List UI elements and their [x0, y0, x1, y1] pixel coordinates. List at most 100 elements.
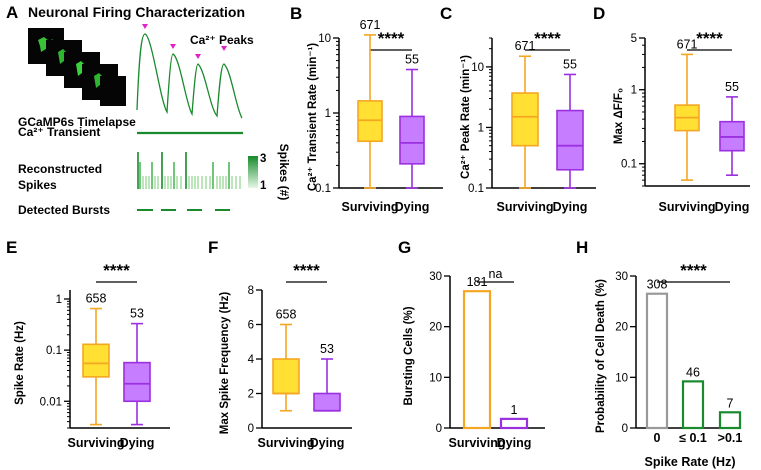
n-label: 671 — [677, 37, 698, 51]
panel-f: F 0 2 4 6 8 Max Spike Frequency (Hz) Surviving… — [208, 238, 352, 450]
n-label: 53 — [320, 342, 334, 356]
y-tick-label: 1 — [325, 108, 331, 120]
box-iqr — [82, 343, 110, 378]
peak-marker — [142, 24, 148, 29]
y-tick-label: 4 — [248, 354, 255, 366]
panel-g: G 0 10 20 30 Bursting Cells (%) SurvivingDyin… — [398, 238, 545, 450]
category-label: Dying — [310, 436, 345, 450]
panel-g-letter: G — [398, 238, 411, 257]
panel-d: D 0.1 1 5 Max ΔF/F₀ Surviving Dying ****671 55 — [593, 4, 750, 214]
n-label: 1 — [511, 403, 518, 417]
significance-label: **** — [378, 29, 405, 48]
ca-transient-label: Ca²⁺ Transient — [18, 125, 100, 139]
panel-e-letter: E — [6, 238, 17, 257]
calcium-trace — [136, 33, 243, 119]
category-label: Dying — [395, 200, 430, 214]
y-tick-label: 0.1 — [315, 183, 331, 195]
colorbar-label: Spikes (#) — [277, 144, 291, 201]
y-tick-label: 0.1 — [621, 159, 637, 171]
box-iqr — [272, 358, 300, 395]
timelapse-label: GCaMP6s Timelapse — [18, 115, 136, 129]
category-label: Surviving — [497, 200, 554, 214]
category-label: Surviving — [68, 436, 125, 450]
panel-a: A Neuronal Firing Characterization GCaMP… — [6, 3, 291, 217]
timelapse-stack — [28, 28, 126, 106]
category-label: Surviving — [659, 200, 716, 214]
n-label: 55 — [563, 57, 577, 71]
peak-marker — [195, 54, 201, 59]
n-label: 308 — [647, 278, 668, 292]
y-tick-label: 20 — [429, 322, 442, 334]
y-axis-label: Ca²⁺ Peak Rate (min⁻¹) — [460, 55, 472, 179]
y-tick-label: 0 — [248, 423, 254, 435]
bar — [499, 417, 529, 430]
y-tick-label: 6 — [248, 320, 254, 332]
panel-a-title: Neuronal Firing Characterization — [28, 4, 245, 20]
y-axis-label: Probability of Cell Death (%) — [595, 279, 607, 433]
n-label: 181 — [467, 275, 488, 289]
y-tick-label: 30 — [429, 271, 442, 283]
significance-label: **** — [534, 29, 561, 48]
y-axis-label: Max ΔF/F₀ — [613, 88, 625, 144]
y-axis-label: Max Spike Frequency (Hz) — [219, 292, 231, 435]
panel-a-letter: A — [6, 3, 18, 22]
spikes-label-line1: Reconstructed — [18, 162, 102, 176]
box-iqr — [511, 92, 539, 147]
significance-label: na — [489, 267, 503, 281]
y-axis-label: Bursting Cells (%) — [403, 306, 415, 405]
bar — [462, 290, 492, 430]
category-label: Surviving — [258, 436, 315, 450]
colorbar-min: 1 — [260, 180, 267, 192]
y-tick-label: 0.01 — [40, 396, 62, 408]
y-tick-label: 0 — [436, 423, 442, 435]
y-axis-label: Spike Rate (Hz) — [14, 321, 26, 405]
n-label: 53 — [130, 307, 144, 321]
significance-label: **** — [696, 29, 723, 48]
category-label: Surviving — [449, 436, 506, 450]
bursts-label: Detected Bursts — [18, 203, 110, 217]
box-iqr — [313, 392, 341, 412]
n-label: 658 — [276, 308, 297, 322]
box-iqr — [399, 115, 425, 165]
y-tick-label: 0.1 — [468, 183, 484, 195]
category-label: Dying — [715, 200, 750, 214]
y-tick-label: 10 — [471, 62, 484, 74]
significance-label: **** — [680, 261, 707, 280]
category-label: ≤ 0.1 — [679, 431, 707, 445]
y-tick-label: 30 — [615, 271, 628, 283]
significance-label: **** — [293, 261, 320, 280]
category-label: Dying — [553, 200, 588, 214]
n-label: 671 — [515, 39, 536, 53]
box-iqr — [123, 361, 151, 403]
panel-h-letter: H — [576, 238, 588, 257]
panel-c-letter: C — [440, 4, 452, 23]
y-axis-label: Ca²⁺ Transient Rate (min⁻¹) — [307, 43, 319, 191]
n-label: 658 — [86, 292, 107, 306]
bar — [645, 292, 669, 430]
y-tick-label: 0 — [622, 423, 628, 435]
y-tick-label: 20 — [615, 322, 628, 334]
box-iqr — [556, 109, 584, 171]
peak-marker — [170, 44, 176, 49]
panel-b-letter: B — [290, 4, 302, 23]
y-tick-label: 1 — [631, 85, 637, 97]
spikes-colorbar — [248, 156, 258, 188]
peak-marker — [221, 46, 227, 51]
y-tick-label: 10 — [429, 372, 442, 384]
colorbar-max: 3 — [260, 153, 266, 165]
n-label: 671 — [360, 18, 381, 32]
y-tick-label: 10 — [615, 372, 628, 384]
peak-markers — [142, 24, 227, 59]
spike-raster — [137, 152, 241, 189]
category-label: Surviving — [342, 200, 399, 214]
y-tick-label: 5 — [631, 33, 637, 45]
panel-f-letter: F — [208, 238, 218, 257]
timelapse-frame-5 — [100, 76, 126, 106]
panel-h: H 0 10 20 30 Probability of Cell Death (%) 0 ≤… — [576, 238, 742, 469]
n-label: 55 — [405, 53, 419, 67]
y-tick-label: 10 — [318, 33, 331, 45]
